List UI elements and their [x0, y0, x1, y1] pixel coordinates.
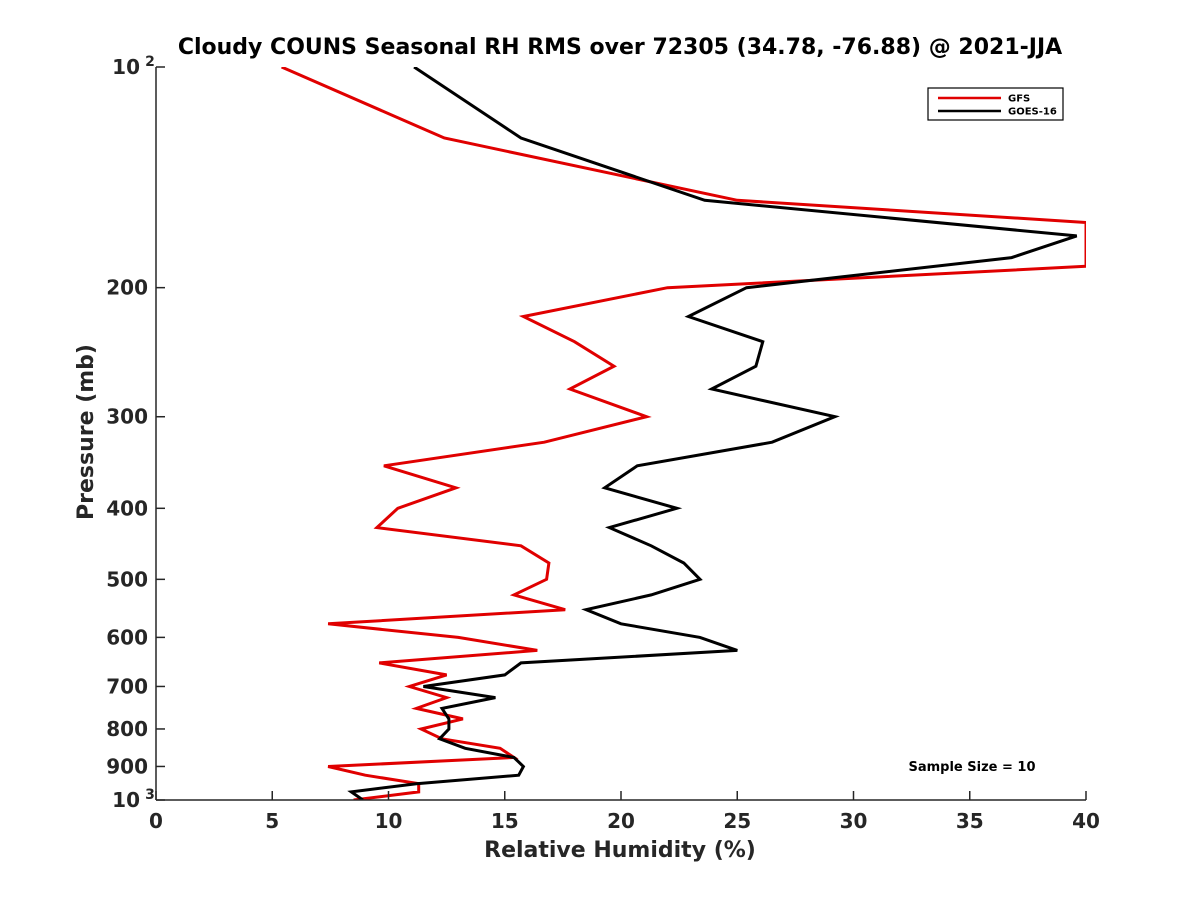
series-line-gfs — [281, 67, 1086, 800]
y-tick-label: 500 — [106, 567, 148, 591]
y-tick-label: 800 — [106, 717, 148, 741]
y-tick-label: 900 — [106, 754, 148, 778]
x-tick-label: 5 — [265, 809, 279, 833]
y-axis-ticks: 10 2 200 300 400 500 600 700 800 900 10 3 — [106, 54, 165, 812]
x-tick-label: 25 — [723, 809, 751, 833]
y-tick-label: 600 — [106, 625, 148, 649]
y-tick-label: 10 — [112, 55, 140, 79]
y-axis-title: Pressure (mb) — [74, 344, 99, 520]
y-tick-label: 400 — [106, 496, 148, 520]
y-tick-label: 10 — [112, 788, 140, 812]
legend: GFS GOES-16 — [927, 87, 1064, 121]
y-tick-label: 300 — [106, 405, 148, 429]
x-tick-label: 0 — [149, 809, 163, 833]
x-tick-label: 15 — [491, 809, 519, 833]
y-tick-label: 700 — [106, 674, 148, 698]
x-axis-ticks: 0 5 10 15 20 25 30 35 40 — [149, 791, 1100, 833]
y-tick-exponent: 3 — [145, 787, 155, 803]
chart-title: Cloudy COUNS Seasonal RH RMS over 72305 … — [178, 35, 1062, 60]
y-tick-exponent: 2 — [145, 54, 155, 70]
x-axis-title: Relative Humidity (%) — [484, 838, 756, 863]
x-tick-label: 35 — [956, 809, 984, 833]
series-line-goes16 — [347, 67, 1078, 800]
x-tick-label: 20 — [607, 809, 635, 833]
x-tick-label: 30 — [840, 809, 868, 833]
legend-label-gfs: GFS — [1008, 94, 1030, 105]
legend-label-goes16: GOES-16 — [1008, 107, 1057, 118]
legend-box — [927, 87, 1064, 121]
sample-size-annotation: Sample Size = 10 — [908, 760, 1035, 775]
y-tick-label: 200 — [106, 276, 148, 300]
x-tick-label: 40 — [1072, 809, 1100, 833]
series-lines — [281, 67, 1086, 800]
x-tick-label: 10 — [375, 809, 403, 833]
